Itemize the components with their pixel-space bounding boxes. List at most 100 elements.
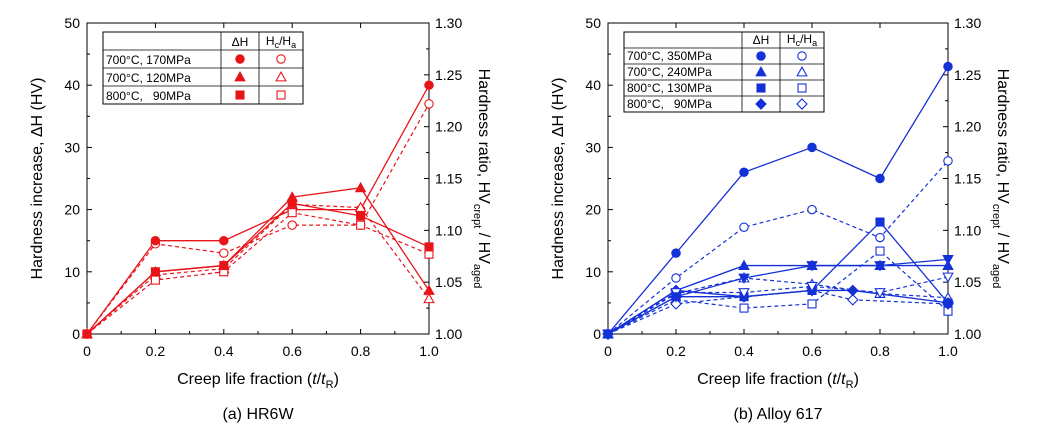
dh-point (602, 329, 614, 340)
y-right-label-main: Hardness ratio, HV (994, 69, 1011, 204)
x-axis-label-tr: t (841, 371, 846, 388)
legend-marker-ratio (276, 54, 286, 64)
ratio-point (942, 272, 954, 283)
dh-point (219, 235, 229, 246)
ratio-series-line (86, 103, 430, 335)
ratio-series-line (607, 250, 949, 335)
legend-marker-dh (756, 83, 766, 93)
dh-series-line (607, 258, 949, 335)
legend-row-label: 700°C, 170MPa (106, 53, 191, 67)
dh-point (423, 284, 435, 295)
dh-series-line (607, 289, 949, 335)
y-left-tick-label: 30 (64, 139, 80, 155)
x-tick-label: 0.6 (802, 343, 822, 359)
legend-marker-dh (234, 71, 246, 82)
ratio-point (806, 281, 818, 293)
dh-point (424, 242, 434, 252)
x-axis-label-close: ) (854, 371, 859, 388)
dh-point (874, 261, 886, 272)
dh-series-line (86, 202, 430, 335)
dh-point (82, 329, 92, 339)
legend-marker-ratio (796, 98, 808, 110)
y-right-tick-label: 1.25 (435, 67, 462, 83)
y-left-tick-label: 30 (585, 139, 601, 155)
y-right-tick-label: 1.05 (954, 274, 981, 290)
y-right-axis-label: Hardness ratio, HVcrept / HVaged (471, 69, 492, 289)
x-axis-label-slash: / (317, 371, 322, 388)
y-right-tick-label: 1.30 (435, 15, 462, 31)
x-tick-label: 0.4 (734, 343, 754, 359)
x-axis-label-t: t (312, 371, 317, 388)
legend-header-ratio-sub1: c (796, 38, 801, 48)
dh-point (356, 211, 366, 221)
dh-series-line (607, 264, 948, 335)
legend-row-label: 800°C, 90MPa (627, 97, 712, 111)
ratio-point (150, 275, 160, 285)
legend-marker-dh (755, 98, 767, 110)
ratio-point (738, 288, 750, 299)
ratio-series-line (607, 289, 949, 335)
ratio-point (943, 156, 953, 166)
legend: ΔH Hc/Ha 700°C, 170MPa 700°C, 120MPa 800°C, … (102, 31, 304, 105)
y-right-axis-label: Hardness ratio, HVcrept / HVaged (990, 69, 1011, 289)
y-left-tick-label: 20 (64, 202, 80, 218)
x-axis-label: Creep life fraction (t/tR) (177, 371, 339, 391)
dh-series-line (607, 221, 949, 335)
ratio-series-line (86, 203, 430, 335)
legend-row-label: 700°C, 240MPa (627, 65, 712, 79)
ratio-point (807, 299, 817, 309)
y-left-tick-label: 50 (64, 15, 80, 31)
ratio-series-line (607, 277, 949, 335)
legend-header-dh: ΔH (753, 33, 770, 47)
legend-header-ratio-slash: /H (800, 32, 812, 46)
ratio-series-line (607, 160, 949, 335)
ratio-point (874, 288, 886, 299)
dh-point (846, 284, 859, 297)
dh-point (942, 254, 954, 266)
x-axis-label-tr: t (321, 371, 326, 388)
x-tick-label: 0.8 (870, 343, 890, 359)
y-left-tick-label: 0 (72, 326, 80, 342)
dh-point (287, 198, 297, 208)
y-right-tick-label: 1.05 (435, 274, 462, 290)
legend-marker-dh (756, 51, 766, 61)
dh-point (150, 235, 161, 246)
ratio-point (219, 248, 229, 258)
dh-point (943, 61, 953, 72)
chart-hr6w: 0 0.2 0.4 0.6 0.8 1.0010203040501.001.051.101… (29, 15, 492, 423)
dh-point (806, 261, 818, 272)
dh-point (942, 297, 954, 309)
legend-marker-ratio (797, 83, 807, 93)
dh-point (671, 248, 681, 258)
legend-marker-ratio (797, 51, 807, 61)
dh-point (875, 173, 885, 184)
legend-header-ratio: Hc/Ha (787, 32, 817, 48)
dh-point (739, 167, 749, 178)
dh-series-line (86, 84, 430, 335)
ratio-point (287, 220, 297, 230)
legend-marker-ratio (796, 66, 808, 77)
x-tick-label: 0.6 (282, 343, 302, 359)
y-left-tick-label: 0 (593, 326, 601, 342)
y-right-label-sub1: crept (471, 204, 483, 228)
ratio-point (875, 232, 885, 243)
dh-point (354, 181, 367, 193)
legend-header-ratio-main: H (266, 34, 275, 48)
x-tick-label: 0.8 (351, 343, 371, 359)
x-axis-label-sub: R (846, 379, 854, 391)
y-right-tick-label: 1.20 (435, 119, 462, 135)
chart-alloy-617: 0 0.2 0.4 0.6 0.8 1.0010203040501.001.051.101… (550, 15, 1011, 423)
x-tick-label: 1.0 (938, 343, 958, 359)
x-axis-label-sub: R (326, 379, 334, 391)
ratio-point (739, 303, 749, 313)
ratio-point (846, 293, 859, 306)
y-right-tick-label: 1.00 (435, 326, 462, 342)
ratio-point (875, 246, 885, 256)
legend-marker-dh (235, 90, 245, 100)
legend-marker-ratio (275, 71, 287, 82)
y-right-tick-label: 1.25 (954, 67, 981, 83)
x-tick-label: 0.2 (666, 343, 686, 359)
dh-series-line (607, 66, 949, 335)
y-left-tick-label: 10 (585, 264, 601, 280)
